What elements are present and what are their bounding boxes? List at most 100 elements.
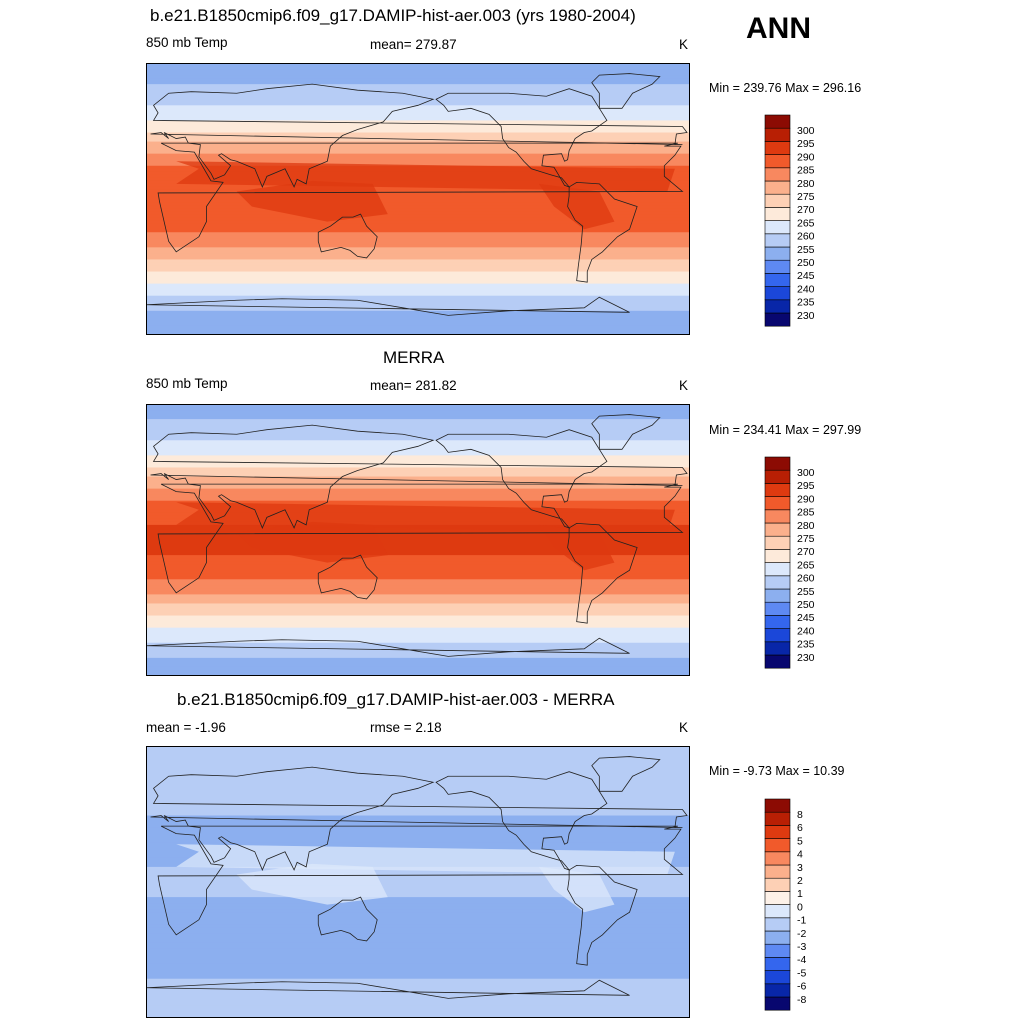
field-band xyxy=(146,256,690,261)
field-band xyxy=(146,202,690,206)
field-band xyxy=(146,96,690,100)
field-band xyxy=(146,845,690,850)
field-band xyxy=(146,283,690,288)
field-band xyxy=(146,842,690,847)
field-band xyxy=(146,129,690,134)
field-band xyxy=(146,954,690,959)
field-band xyxy=(146,806,690,811)
anomaly-region xyxy=(538,183,615,230)
field-band xyxy=(146,265,690,270)
field-band xyxy=(146,803,690,808)
colorbar-tick-label: 275 xyxy=(797,533,815,545)
field-band xyxy=(146,821,690,826)
coastline-australia xyxy=(317,554,378,600)
colorbar-tick-label: 230 xyxy=(797,310,815,322)
field-band xyxy=(146,536,690,541)
colorbar-tick-label: 6 xyxy=(797,822,803,834)
field-band xyxy=(146,933,690,937)
field-band xyxy=(146,192,690,197)
colorbar-box xyxy=(764,509,791,524)
panel1-units-label: K xyxy=(679,37,689,52)
field-band xyxy=(146,794,690,798)
field-band xyxy=(146,972,690,977)
coastline-europe-asia xyxy=(150,424,688,529)
colorbar-box xyxy=(764,654,791,669)
field-band xyxy=(146,78,690,82)
coastline-antarctica-edge xyxy=(146,296,630,316)
field-band xyxy=(146,223,690,227)
field-band xyxy=(146,594,690,599)
field-band xyxy=(146,636,690,641)
field-band xyxy=(146,546,690,550)
field-band xyxy=(146,84,690,88)
field-band xyxy=(146,579,690,583)
field-band xyxy=(146,428,690,432)
regional-anomalies xyxy=(176,161,675,230)
field-band xyxy=(146,909,690,913)
coastline-north-america xyxy=(435,771,608,871)
field-band xyxy=(146,573,690,577)
colorbar-tick-label: 8 xyxy=(797,809,803,821)
field-band xyxy=(146,301,690,306)
field-band xyxy=(146,452,690,456)
field-band xyxy=(146,540,690,544)
field-band xyxy=(146,975,690,980)
field-band xyxy=(146,948,690,953)
colorbar-box xyxy=(764,535,791,550)
field-band xyxy=(146,576,690,580)
colorbar-tick-label: 250 xyxy=(797,599,815,611)
field-band xyxy=(146,984,690,989)
panel2-units-label: K xyxy=(679,378,689,393)
field-band xyxy=(146,1011,690,1016)
field-band xyxy=(146,464,690,469)
field-band xyxy=(146,470,690,475)
field-band xyxy=(146,963,690,968)
colorbar-box xyxy=(764,588,791,603)
field-band xyxy=(146,253,690,258)
field-band xyxy=(146,791,690,795)
field-band xyxy=(146,588,690,592)
field-band xyxy=(146,147,690,152)
field-bands xyxy=(146,63,690,335)
field-band xyxy=(146,205,690,209)
anomaly-region xyxy=(236,180,388,222)
map-frame xyxy=(146,746,690,1018)
field-band xyxy=(146,410,690,414)
field-band xyxy=(146,924,690,928)
field-band xyxy=(146,467,690,472)
field-band xyxy=(146,749,690,753)
field-band xyxy=(146,918,690,922)
field-band xyxy=(146,102,690,106)
colorbar-tick-label: -8 xyxy=(797,994,806,1006)
colorbar-box xyxy=(764,838,791,853)
field-band xyxy=(146,132,690,137)
colorbar-box xyxy=(764,273,791,287)
field-band xyxy=(146,960,690,965)
field-band xyxy=(146,473,690,478)
colorbar-box xyxy=(764,114,791,129)
field-band xyxy=(146,942,690,947)
field-band xyxy=(146,839,690,844)
panel1-variable-label: 850 mb Temp xyxy=(146,35,228,50)
colorbar-tick-label: 255 xyxy=(797,586,815,598)
colorbar-tick-label: 240 xyxy=(797,625,815,637)
field-band xyxy=(146,289,690,294)
colorbar-tick-label: 2 xyxy=(797,875,803,887)
field-band xyxy=(146,422,690,426)
field-band xyxy=(146,833,690,838)
field-band xyxy=(146,220,690,224)
colorbar-box xyxy=(764,615,791,629)
field-band xyxy=(146,431,690,435)
colorbar-tick-label: -6 xyxy=(797,981,806,993)
field-band xyxy=(146,123,690,128)
field-band xyxy=(146,627,690,632)
colorbar-box xyxy=(764,825,791,839)
field-band xyxy=(146,443,690,447)
field-band xyxy=(146,262,690,267)
field-band xyxy=(146,126,690,131)
colorbar-box xyxy=(764,943,791,958)
field-band xyxy=(146,93,690,97)
field-band xyxy=(146,782,690,786)
colorbar-tick-label: 1 xyxy=(797,888,803,900)
field-band xyxy=(146,491,690,496)
